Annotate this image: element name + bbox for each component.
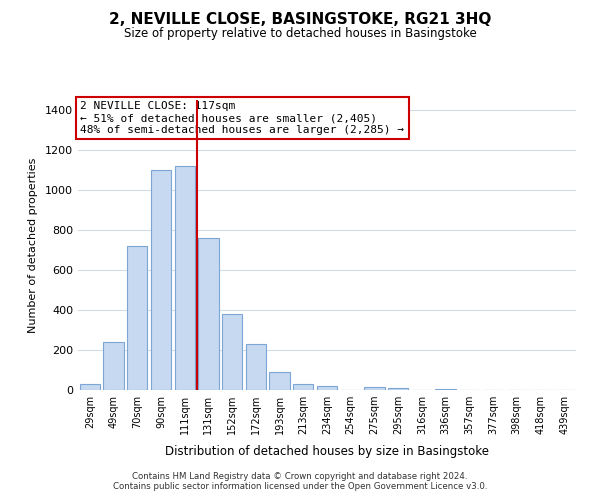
Text: Contains public sector information licensed under the Open Government Licence v3: Contains public sector information licen… [113, 482, 487, 491]
X-axis label: Distribution of detached houses by size in Basingstoke: Distribution of detached houses by size … [165, 446, 489, 458]
Bar [364, 387, 385, 390]
Bar [388, 388, 408, 390]
Bar [199, 238, 218, 390]
Text: 2, NEVILLE CLOSE, BASINGSTOKE, RG21 3HQ: 2, NEVILLE CLOSE, BASINGSTOKE, RG21 3HQ [109, 12, 491, 28]
Bar [293, 384, 313, 390]
Text: 2 NEVILLE CLOSE: 117sqm
← 51% of detached houses are smaller (2,405)
48% of semi: 2 NEVILLE CLOSE: 117sqm ← 51% of detache… [80, 102, 404, 134]
Text: Size of property relative to detached houses in Basingstoke: Size of property relative to detached ho… [124, 28, 476, 40]
Text: Contains HM Land Registry data © Crown copyright and database right 2024.: Contains HM Land Registry data © Crown c… [132, 472, 468, 481]
Bar [436, 389, 455, 390]
Bar [317, 386, 337, 390]
Bar [103, 342, 124, 390]
Bar [222, 314, 242, 390]
Bar [175, 166, 195, 390]
Bar [246, 344, 266, 390]
Bar [127, 246, 148, 390]
Bar [269, 372, 290, 390]
Y-axis label: Number of detached properties: Number of detached properties [28, 158, 38, 332]
Bar [151, 170, 171, 390]
Bar [80, 384, 100, 390]
